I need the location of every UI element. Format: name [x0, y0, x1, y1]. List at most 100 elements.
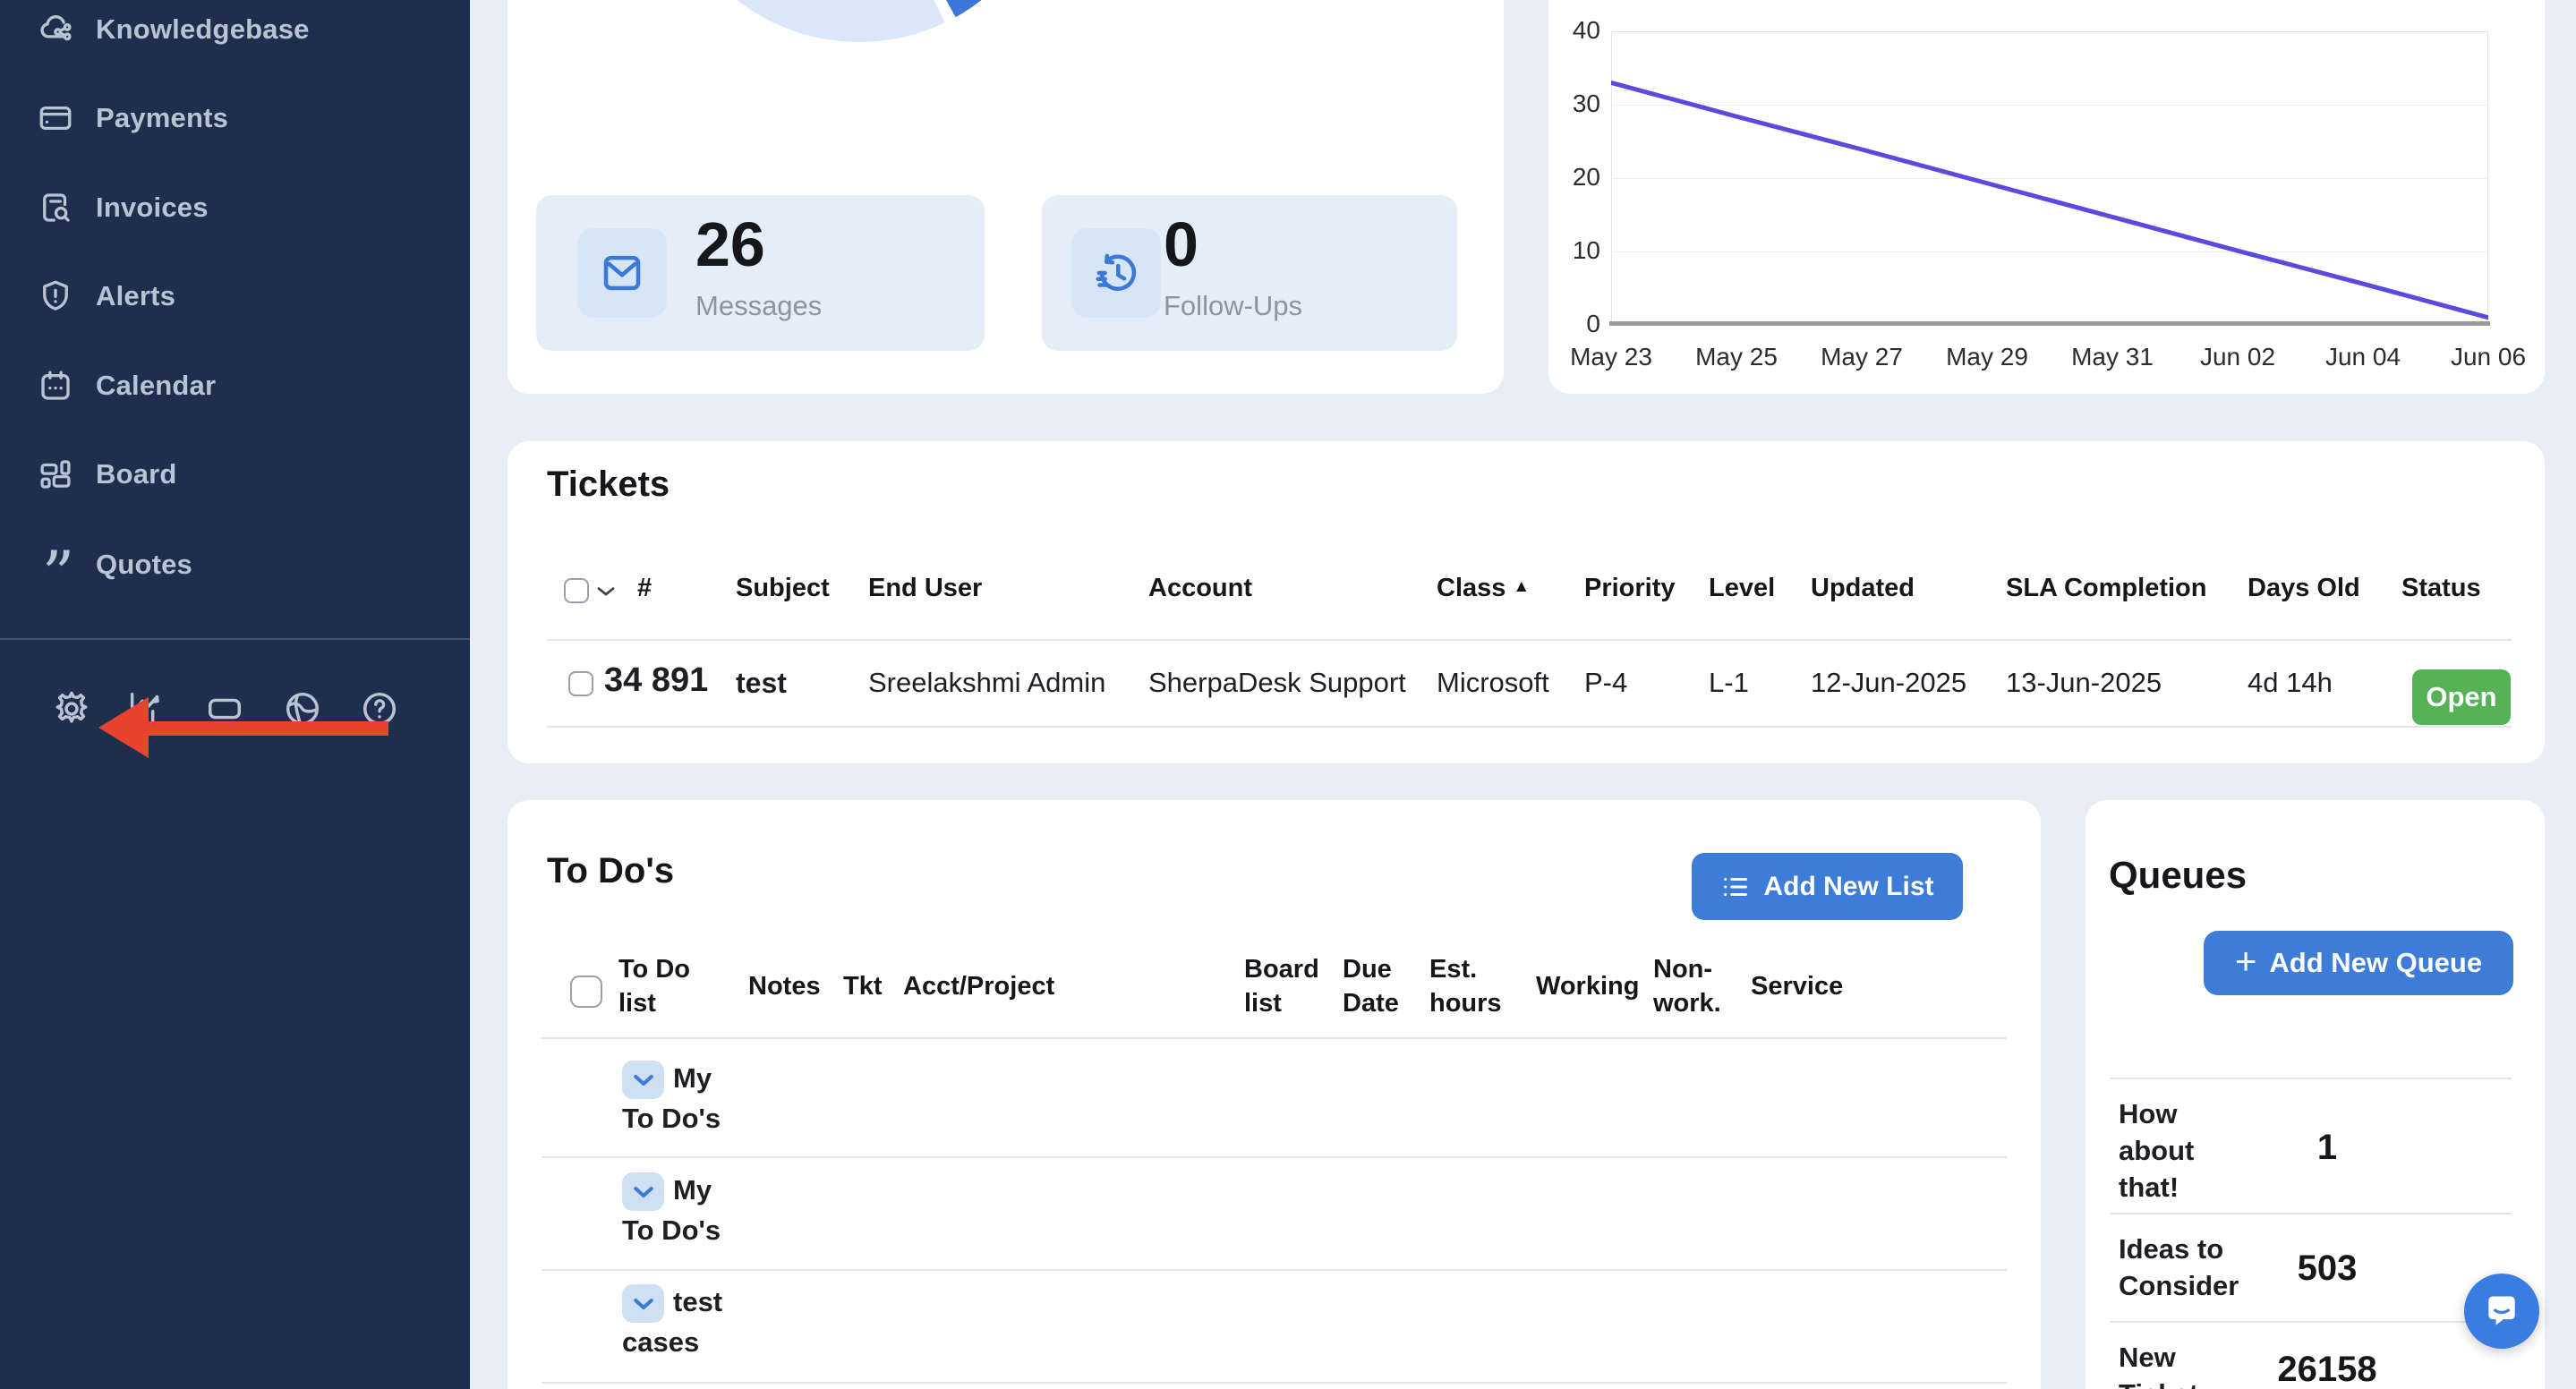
todo-list-name[interactable]: My To Do's: [622, 1062, 721, 1135]
messages-label: Messages: [695, 290, 823, 321]
add-new-queue-button[interactable]: + Add New Queue: [2204, 931, 2513, 995]
ticket-days-old: 4d 14h: [2248, 667, 2333, 698]
x-tick-label: Jun 04: [2324, 343, 2401, 371]
expand-chevron-button[interactable]: [622, 1284, 664, 1324]
x-tick-label: May 27: [1821, 343, 1903, 371]
col-priority[interactable]: Priority: [1584, 574, 1676, 602]
row-checkbox[interactable]: [568, 671, 593, 696]
ticket-level: L-1: [1709, 667, 1749, 698]
queue-name[interactable]: How about that!: [2119, 1098, 2195, 1203]
sidebar-item-knowledgebase[interactable]: Knowledgebase: [0, 0, 470, 61]
ticket-subject[interactable]: test: [736, 667, 787, 699]
ticket-priority: P-4: [1584, 667, 1628, 698]
donut-chart[interactable]: [661, 0, 1058, 42]
sidebar-item-label: Quotes: [96, 549, 192, 580]
ticket-number[interactable]: 34 891: [604, 661, 709, 699]
col-number[interactable]: #: [637, 574, 653, 602]
divider: [547, 639, 2512, 641]
col-board-list[interactable]: Board list: [1244, 955, 1319, 1018]
ticket-updated: 12-Jun-2025: [1811, 667, 1967, 698]
y-tick-label: 10: [1572, 236, 1600, 264]
sidebar-item-invoices[interactable]: Invoices: [0, 176, 470, 239]
sidebar-item-label: Alerts: [96, 280, 176, 311]
expand-chevron-button[interactable]: [622, 1061, 664, 1100]
followups-stat-card[interactable]: 0 Follow-Ups: [1042, 195, 1457, 351]
x-tick-label: May 29: [1946, 343, 2028, 371]
sidebar-divider: [0, 638, 470, 640]
y-tick-label: 40: [1572, 16, 1600, 44]
gridline: [1611, 251, 2488, 252]
col-status[interactable]: Status: [2401, 574, 2481, 602]
col-class-sorted[interactable]: Class ▲: [1437, 574, 1531, 602]
col-acct-project[interactable]: Acct/Project: [903, 972, 1055, 1001]
sidebar-item-calendar[interactable]: Calendar: [0, 354, 470, 417]
ticket-sla-completion: 13-Jun-2025: [2006, 667, 2162, 698]
sort-asc-icon: ▲: [1513, 577, 1531, 596]
red-arrow-icon: [98, 697, 149, 758]
y-tick-label: 0: [1586, 310, 1600, 337]
divider: [542, 1269, 2007, 1271]
todo-list-name[interactable]: test cases: [622, 1286, 723, 1359]
col-notes[interactable]: Notes: [748, 972, 821, 1001]
x-tick-label: May 23: [1570, 343, 1652, 371]
x-tick-label: Jun 06: [2450, 343, 2527, 371]
ticket-end-user: Sreelakshmi Admin: [868, 667, 1106, 698]
y-tick-label: 30: [1572, 89, 1600, 117]
col-end-user[interactable]: End User: [868, 574, 983, 602]
queue-open-count: 26158: [2277, 1350, 2377, 1389]
sidebar-item-label: Board: [96, 458, 177, 490]
queue-open-count: 1: [2316, 1128, 2338, 1167]
kanban-board-icon: [37, 456, 74, 493]
col-sla-completion[interactable]: SLA Completion: [2006, 574, 2207, 602]
divider: [542, 1382, 2007, 1384]
chevron-down-icon[interactable]: [594, 583, 618, 603]
add-new-list-button[interactable]: Add New List: [1692, 853, 1963, 920]
queue-name[interactable]: New Ticket: [2119, 1342, 2198, 1389]
sidebar-item-label: Calendar: [96, 370, 217, 401]
list-icon: [1724, 877, 1748, 896]
ticket-account: SherpaDesk Support: [1148, 667, 1406, 698]
x-axis-line: [1609, 321, 2490, 326]
settings-gear-icon[interactable]: [51, 688, 92, 729]
col-tkt[interactable]: Tkt: [843, 972, 883, 1001]
col-days-old[interactable]: Days Old: [2248, 574, 2360, 602]
shield-alert-icon: [37, 277, 74, 315]
followups-count: 0: [1164, 209, 1198, 279]
sidebar-item-payments[interactable]: Payments: [0, 87, 470, 149]
status-badge[interactable]: Open: [2412, 669, 2511, 725]
select-all-checkbox[interactable]: [564, 578, 589, 603]
todos-title: To Do's: [547, 851, 675, 890]
messages-stat-card[interactable]: 26 Messages: [536, 195, 985, 351]
red-arrow-tail: [146, 721, 388, 736]
col-account[interactable]: Account: [1148, 574, 1252, 602]
tickets-title: Tickets: [547, 464, 670, 504]
col-working[interactable]: Working: [1536, 972, 1640, 1001]
chat-bubble-button[interactable]: [2464, 1274, 2539, 1349]
messages-count: 26: [695, 209, 765, 279]
col-service[interactable]: Service: [1751, 972, 1844, 1001]
display-icon[interactable]: [204, 688, 245, 729]
col-updated[interactable]: Updated: [1811, 574, 1915, 602]
trend-line: [1611, 80, 2488, 320]
expand-chevron-button[interactable]: [622, 1172, 664, 1212]
col-est-hours[interactable]: Est. hours: [1429, 955, 1502, 1018]
sidebar-item-alerts[interactable]: Alerts: [0, 265, 470, 328]
sidebar-item-label: Payments: [96, 102, 229, 133]
col-subject[interactable]: Subject: [736, 574, 830, 602]
tickets-card: Tickets # Subject End User Account Class…: [508, 441, 2545, 763]
envelope-icon: [577, 228, 667, 318]
plus-icon: +: [2234, 940, 2257, 982]
col-non-work[interactable]: Non-work.: [1653, 955, 1721, 1018]
queue-name[interactable]: Ideas to Consider: [2119, 1233, 2239, 1301]
todo-list-name[interactable]: My To Do's: [622, 1174, 721, 1247]
col-due-date[interactable]: Due Date: [1343, 955, 1399, 1018]
list-item: My To Do's: [622, 1171, 731, 1249]
col-todo-list[interactable]: To Do list: [618, 955, 690, 1018]
sidebar-item-quotes[interactable]: ” Quotes: [0, 533, 470, 607]
col-level[interactable]: Level: [1709, 574, 1776, 602]
overview-card: 26 Messages 0 Follow-Ups: [508, 0, 1504, 394]
sidebar-item-board[interactable]: Board: [0, 443, 470, 506]
divider: [547, 726, 2512, 728]
select-all-checkbox[interactable]: [570, 976, 602, 1008]
